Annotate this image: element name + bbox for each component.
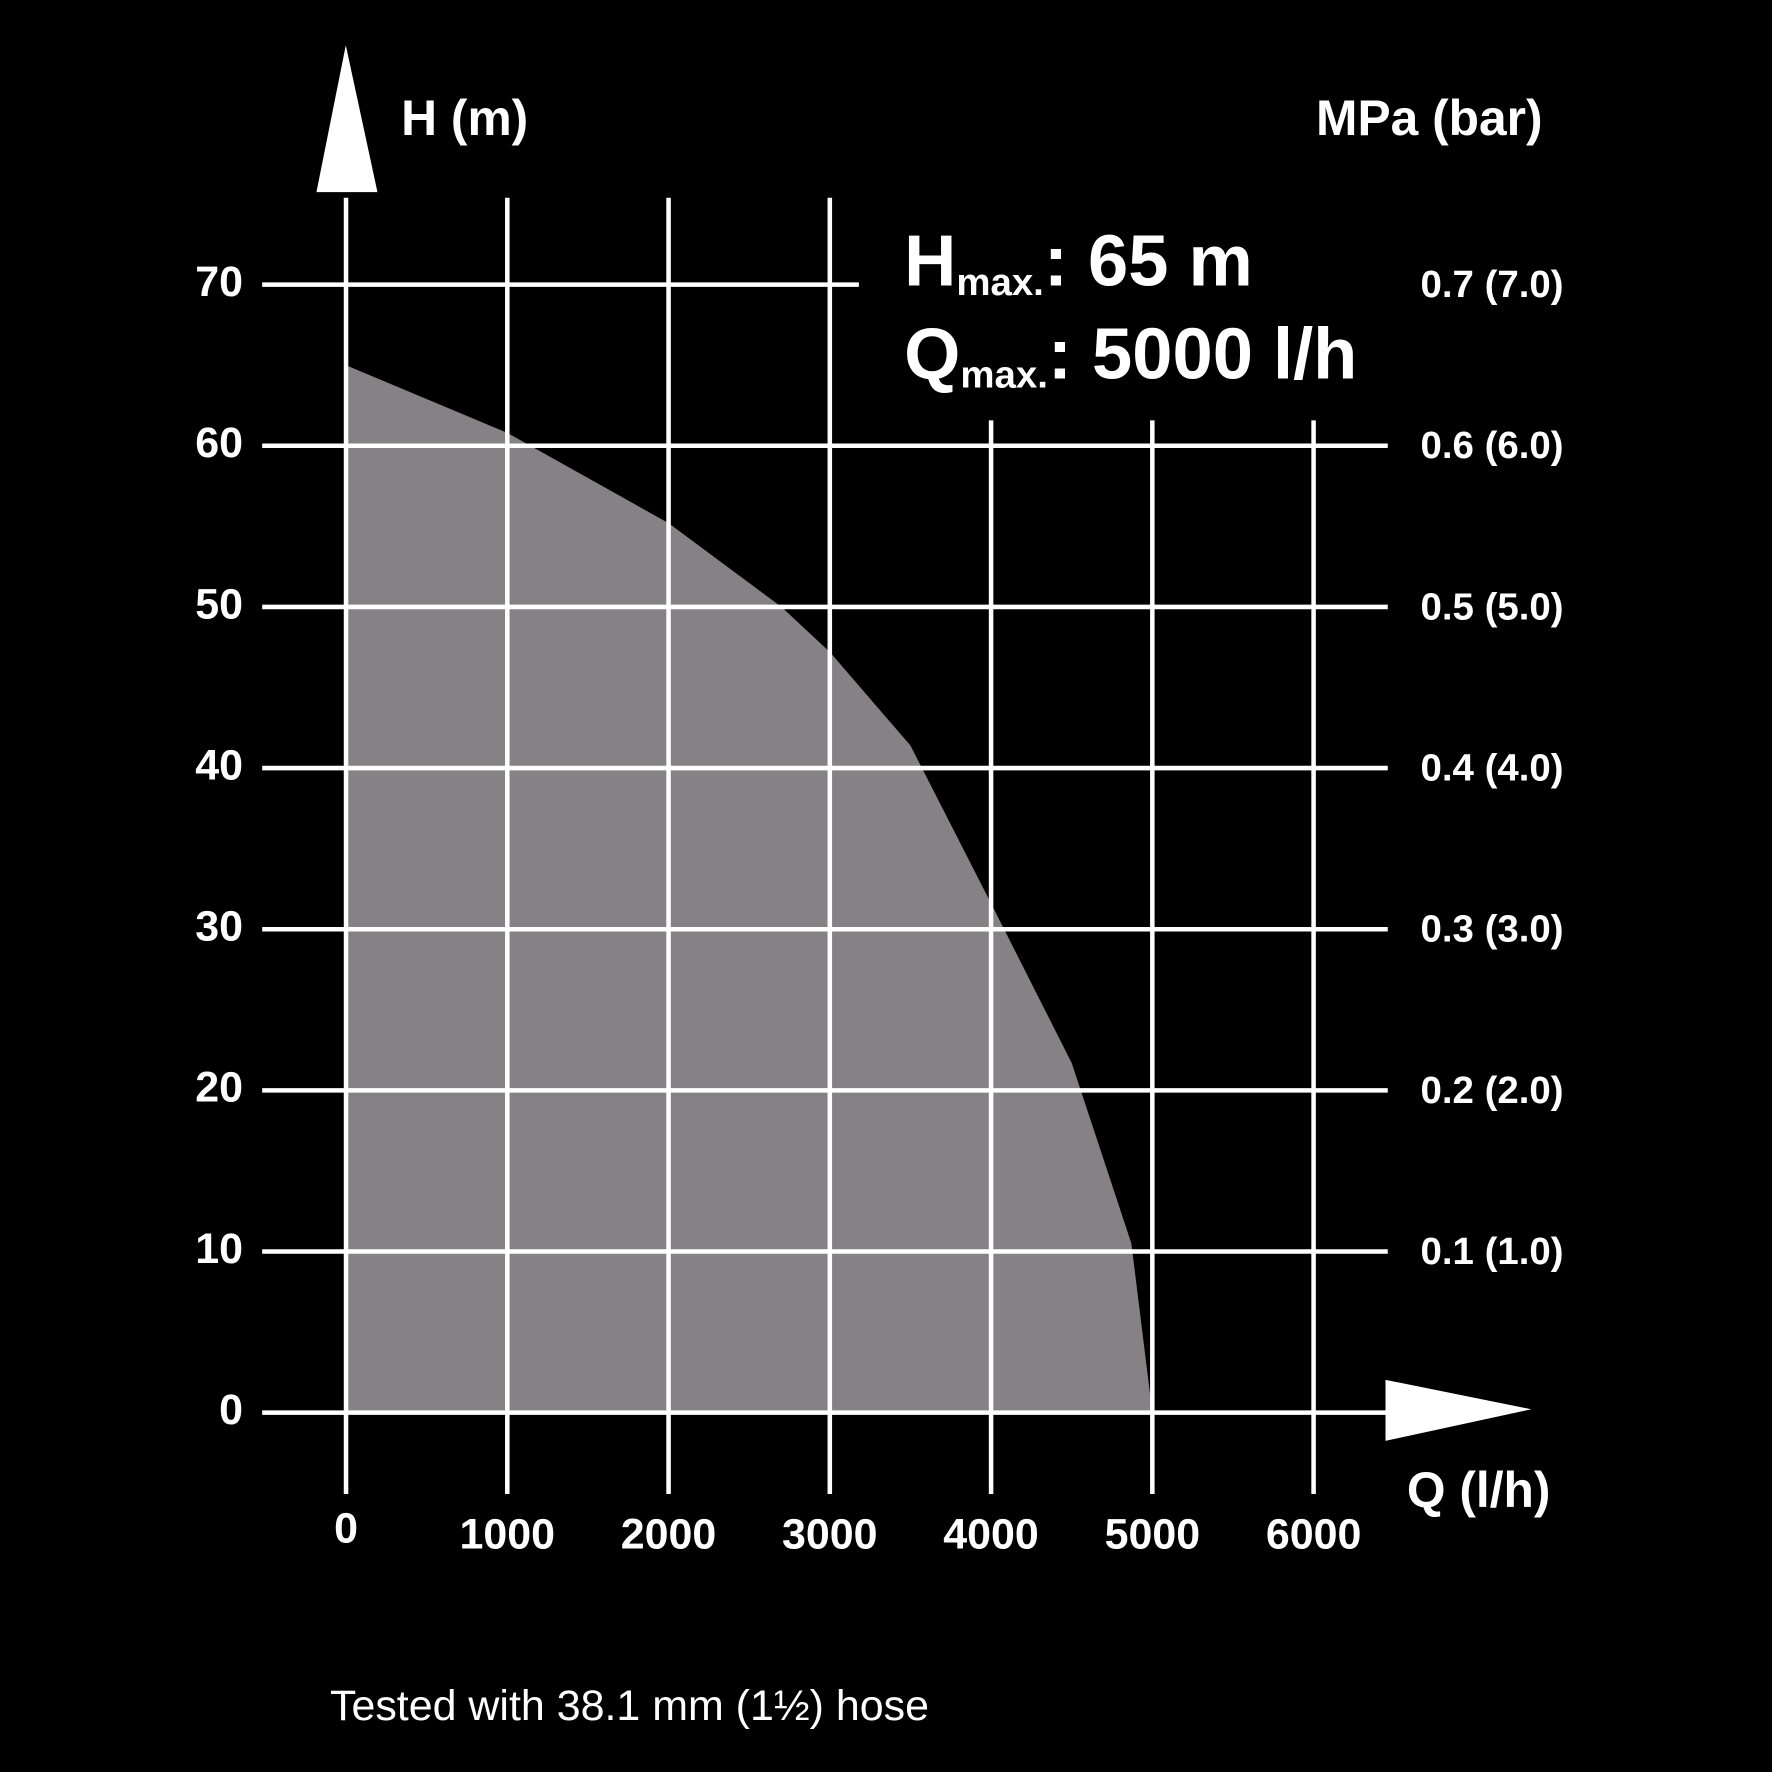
y2-tick-label: 0.7 (7.0): [1421, 263, 1564, 306]
annotation-text: : 65 m: [1044, 222, 1253, 302]
y-tick-label: 20: [195, 1064, 243, 1112]
x-tick-label: 2000: [621, 1510, 717, 1558]
x-axis-arrow: [1385, 1379, 1532, 1441]
annotation-sub: max.: [960, 354, 1048, 397]
annotation-text: : 5000 l/h: [1048, 314, 1357, 394]
y2-tick-label: 0.2 (2.0): [1421, 1069, 1564, 1112]
annotation-main: Q: [904, 314, 960, 394]
annotation-main: H: [904, 222, 956, 302]
x-tick-label: 0: [334, 1505, 358, 1553]
annotation: Hmax.: 65 m: [904, 222, 1253, 304]
x-tick-label: 4000: [943, 1510, 1039, 1558]
y-tick-label: 10: [195, 1225, 243, 1273]
y-tick-label: 60: [195, 419, 243, 467]
y2-tick-label: 0.6 (6.0): [1421, 424, 1564, 467]
grid-layer: [262, 197, 1388, 1494]
area-layer: [346, 365, 1153, 1413]
y2-tick-label: 0.5 (5.0): [1421, 585, 1564, 628]
y-tick-label: 0: [219, 1386, 243, 1434]
y-tick-label: 40: [195, 741, 243, 789]
x-tick-label: 3000: [782, 1510, 878, 1558]
y-tick-label: 70: [195, 258, 243, 306]
x-tick-label: 1000: [460, 1510, 556, 1558]
y2-tick-label: 0.4 (4.0): [1421, 746, 1564, 789]
y-tick-label: 50: [195, 580, 243, 628]
area: [346, 365, 1153, 1413]
y2-tick-label: 0.1 (1.0): [1421, 1230, 1564, 1273]
y-axis-arrow: [316, 45, 378, 193]
x-tick-label: 6000: [1266, 1510, 1362, 1558]
x-tick-label: 5000: [1105, 1510, 1201, 1558]
annotation: Qmax.: 5000 l/h: [904, 314, 1357, 396]
x-axis-label: Q (l/h): [1407, 1462, 1551, 1518]
y2-axis-label: MPa (bar): [1316, 90, 1543, 146]
y-tick-label: 30: [195, 903, 243, 951]
y-axis-label: H (m): [401, 90, 528, 146]
y2-tick-label: 0.3 (3.0): [1421, 908, 1564, 951]
annotation-sub: max.: [956, 261, 1044, 304]
footnote: Tested with 38.1 mm (1½) hose: [330, 1682, 929, 1730]
